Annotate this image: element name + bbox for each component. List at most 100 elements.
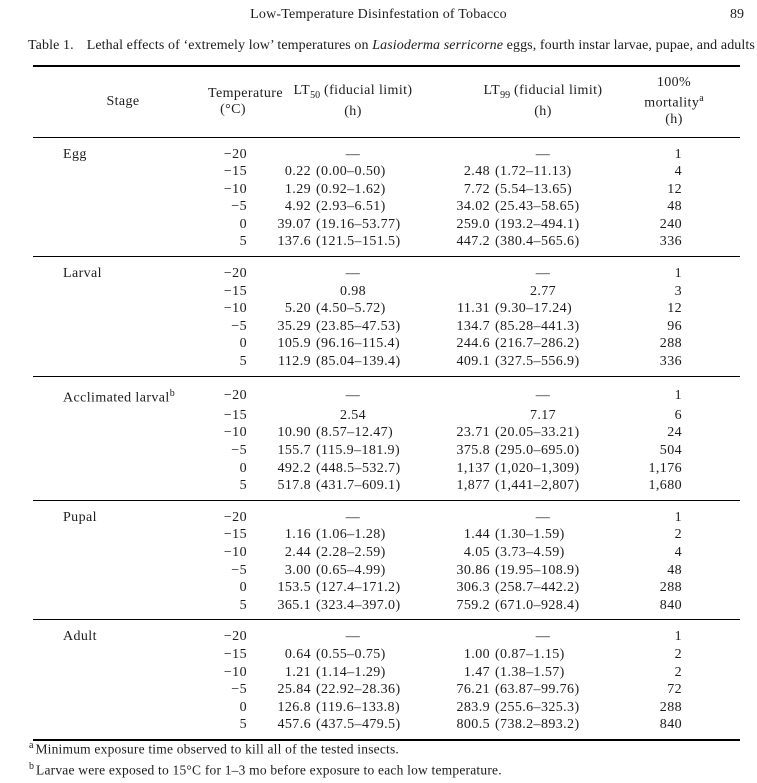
stage-cell: Egg [63,146,87,162]
lt-value: 492.2 [277,460,311,476]
col-header-temperature-unit: (°C) [220,101,246,117]
temperature-cell: −20 [223,266,247,282]
lt50-cell: — [345,266,361,282]
table-row: −5 35.29 (23.85–47.53) 134.7 (85.28–441.3) 96 [33,318,740,336]
lt-value: 155.7 [277,443,311,459]
temperature-cell: −15 [223,407,247,423]
lt50-cell-content: 25.84 (22.92–28.36) [258,681,448,699]
stage-cell [33,699,183,717]
mortality-cell: 1 [674,146,682,162]
table-row: −10 1.21 (1.14–1.29) 1.47 (1.38–1.57) 2 [33,664,740,682]
mortality-cell: 3 [674,283,682,299]
mortality-cell: 96 [667,318,682,334]
lt99-cell: 1.47 (1.38–1.57) [448,664,638,682]
mortality-cell: 288 [659,699,682,715]
lt-value: 2.48 [463,164,490,180]
lt50-cell: 1.16 (1.06–1.28) [258,526,448,544]
lt-fiducial-range: (96.16–115.4) [316,336,401,352]
stage-cell: Acclimated larvalb [63,387,175,406]
temperature-cell: 0 [239,336,247,352]
lt50-cell-content: 1.29 (0.92–1.62) [258,181,448,199]
lt-fiducial-range: (5.54–13.65) [495,181,573,197]
lt50-cell: 2.54 [339,407,367,423]
table-row: −5 4.92 (2.93–6.51) 34.02 (25.43–58.65) 48 [33,198,740,216]
lt-fiducial-range: (1,441–2,807) [495,478,580,494]
table-caption-label: Table 1. [28,38,74,53]
header-row: Stage Temperature (°C) LT50 (fiducial li… [33,66,740,137]
stage-section: Pupal −20 — — 1 −15 1.16 (1.06–1.28) 1.44 (1.30–1… [33,500,740,620]
lt-fiducial-range: (1.38–1.57) [495,664,565,680]
temperature-cell: −10 [223,301,247,317]
lt-fiducial-range: (380.4–565.6) [495,234,580,250]
caption-text-after: eggs, fourth instar larvae, pupae, and a… [503,38,755,53]
footnote-b-text: Larvae were exposed to 15°C for 1–3 mo b… [36,762,502,778]
lt99-cell-content: 34.02 (25.43–58.65) [448,198,638,216]
lt-fiducial-range: (63.87–99.76) [495,682,580,698]
col-header-lt99-label: LT99 (fiducial limit) [448,83,638,104]
lt-fiducial-range: (437.5–479.5) [316,717,401,733]
lt99-cell: 134.7 (85.28–441.3) [448,318,638,336]
lt99-cell: 2.77 [529,283,557,299]
lt99-cell-content: 800.5 (738.2–893.2) [448,716,638,734]
lt99-prefix: LT [483,83,501,99]
lt99-cell: — [535,629,551,645]
lt-fiducial-range: (1,020–1,309) [495,460,580,476]
lt99-cell: 7.72 (5.54–13.65) [448,181,638,199]
lt-value: 1,877 [456,478,490,494]
lt99-cell: 306.3 (258.7–442.2) [448,579,638,597]
lt-value: 800.5 [456,717,490,733]
lt99-cell: 800.5 (738.2–893.2) [448,716,638,740]
mortality-cell: 72 [667,682,682,698]
lt99-cell-content: 134.7 (85.28–441.3) [448,318,638,336]
table-row: Pupal −20 — — 1 [33,500,740,526]
lt50-cell-content: 155.7 (115.9–181.9) [258,442,448,460]
temperature-cell: −15 [223,283,247,299]
table-header: Stage Temperature (°C) LT50 (fiducial li… [33,66,740,137]
lt-fiducial-range: (1.72–11.13) [495,164,572,180]
lt50-cell: — [345,509,361,525]
lt-value: 409.1 [456,354,490,370]
stage-cell [33,318,183,336]
col-header-mortality-unit: (h) [665,112,683,128]
lt-value: 4.92 [284,199,311,215]
lt99-cell: 4.05 (3.73–4.59) [448,544,638,562]
col-header-mortality-line1: 100% [656,75,692,91]
lethal-effects-table: Stage Temperature (°C) LT50 (fiducial li… [33,65,740,741]
table-row: −15 0.64 (0.55–0.75) 1.00 (0.87–1.15) 2 [33,646,740,664]
lt50-cell-content: 1.16 (1.06–1.28) [258,526,448,544]
stage-cell [33,597,183,620]
lt-value: 10.90 [277,425,311,441]
mortality-cell: 288 [659,580,682,596]
lt50-cell: 457.6 (437.5–479.5) [258,716,448,740]
mortality-footnote-marker: a [699,93,704,105]
stage-cell [33,335,183,353]
lt-fiducial-range: (1.14–1.29) [316,664,386,680]
lt-value: 11.31 [457,301,490,317]
table-row: 5 457.6 (437.5–479.5) 800.5 (738.2–893.2) 840 [33,716,740,740]
lt50-cell: 10.90 (8.57–12.47) [258,424,448,442]
temperature-cell: 0 [239,460,247,476]
lt99-cell-content: 759.2 (671.0–928.4) [448,597,638,615]
stage-cell [33,664,183,682]
caption-text-before: Lethal effects of ‘extremely low’ temper… [86,38,373,53]
lt-fiducial-range: (0.00–0.50) [316,164,386,180]
lt99-cell: 34.02 (25.43–58.65) [448,198,638,216]
temperature-cell: 5 [239,354,247,370]
lt99-cell: 1.00 (0.87–1.15) [448,646,638,664]
lt-value: 137.6 [277,234,311,250]
lt99-cell-content: 7.72 (5.54–13.65) [448,181,638,199]
table-row: 5 517.8 (431.7–609.1) 1,877 (1,441–2,807) 1,6… [33,477,740,500]
lt-value: 39.07 [277,216,311,232]
lt-value: 0.22 [284,164,311,180]
footnote-a-marker: a [29,740,34,751]
lt-fiducial-range: (1.30–1.59) [495,527,565,543]
lt99-cell: 283.9 (255.6–325.3) [448,699,638,717]
lt99-cell-content: 375.8 (295.0–695.0) [448,442,638,460]
col-header-stage-label: Stage [106,93,140,109]
lt50-cell-content: 4.92 (2.93–6.51) [258,198,448,216]
mortality-cell: 2 [674,647,682,662]
lt-fiducial-range: (19.95–108.9) [495,562,580,578]
mortality-cell: 12 [667,181,682,197]
table-row: Egg −20 — — 1 [33,137,740,163]
col-header-stage: Stage [33,66,183,137]
